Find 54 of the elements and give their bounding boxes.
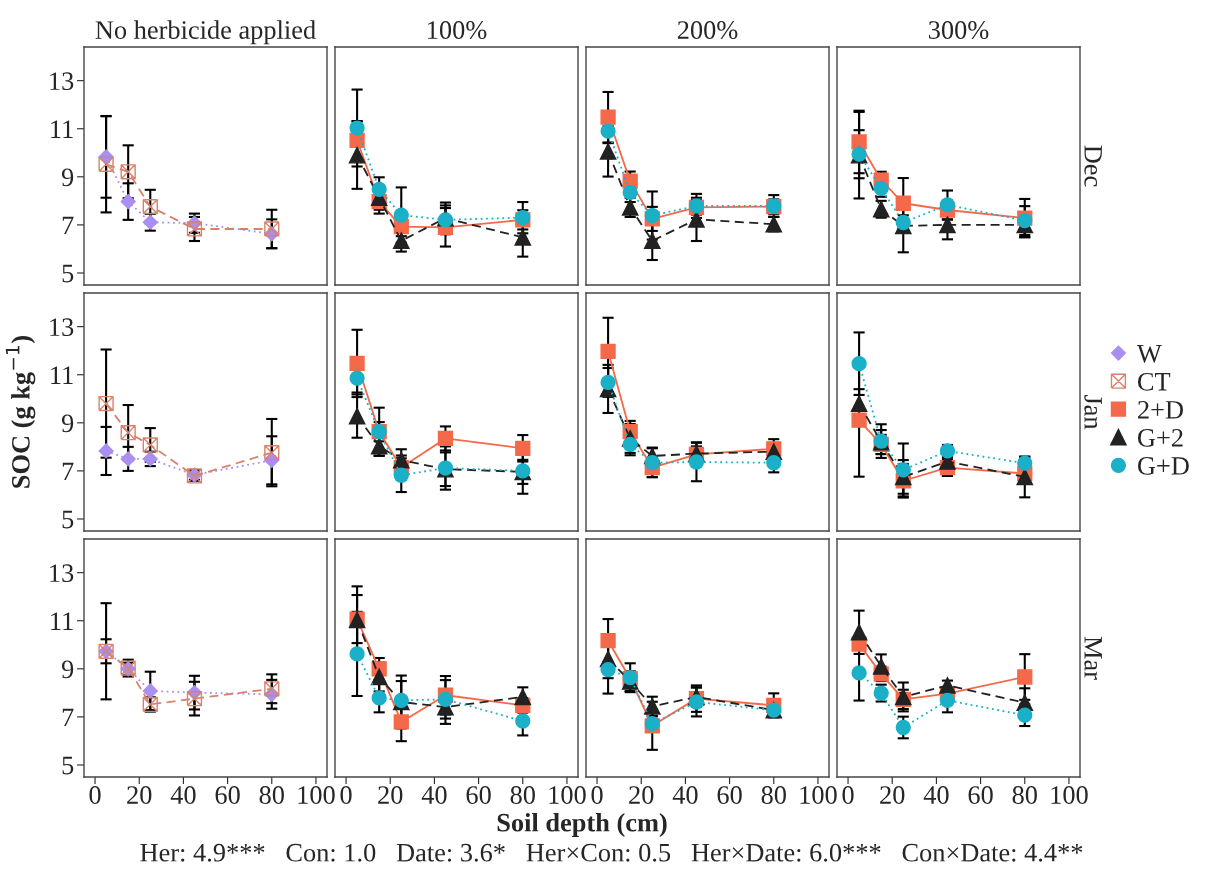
legend-label: G+2 bbox=[1137, 429, 1183, 447]
x-tick-label: 40 bbox=[170, 786, 196, 804]
x-tick-label: 40 bbox=[923, 786, 949, 804]
text: Her: 4.9*** Con: 1.0 Date: 3.6* Her×Con: 0.5 Her×Date: 6.0*** Con×Date: 4.4** bbox=[140, 843, 1083, 862]
y-tick-label: 7 bbox=[62, 708, 74, 727]
x-tick-label: 60 bbox=[968, 786, 993, 804]
y-tick-label: 13 bbox=[50, 72, 74, 91]
x-tick-label: 20 bbox=[378, 786, 403, 804]
y-tick-label: 11 bbox=[51, 612, 73, 630]
legend-label: CT bbox=[1137, 372, 1171, 391]
x-tick-label: 40 bbox=[421, 786, 447, 804]
y-tick-label: 9 bbox=[61, 414, 74, 433]
legend-label: W bbox=[1136, 345, 1162, 363]
y-tick-label: 7 bbox=[62, 216, 74, 235]
x-tick-label: 80 bbox=[259, 786, 284, 804]
x-tick-label: 0 bbox=[591, 786, 603, 804]
y-tick-label: 11 bbox=[51, 366, 73, 384]
chart-title: 100% bbox=[428, 21, 487, 40]
y-tick-label: 9 bbox=[61, 660, 74, 679]
x-tick-label: 80 bbox=[510, 786, 535, 804]
y2-axis-title: Dec bbox=[1084, 145, 1102, 187]
y-tick-label: 9 bbox=[61, 168, 74, 187]
y2-axis-title: Jan bbox=[1084, 394, 1102, 430]
x-tick-label: 20 bbox=[127, 786, 152, 804]
x-axis-title: Soil depth (cm) bbox=[497, 813, 667, 837]
x-tick-label: 60 bbox=[215, 786, 240, 804]
y-axis-title: SOC (g kg$^{−1}$) bbox=[5, 336, 36, 488]
x-tick-label: 100 bbox=[549, 786, 586, 804]
y2-axis-title: Mar bbox=[1084, 636, 1102, 680]
x-tick-label: 80 bbox=[1012, 786, 1037, 804]
y-tick-label: 13 bbox=[50, 564, 74, 583]
x-tick-label: 60 bbox=[717, 786, 742, 804]
x-tick-label: 40 bbox=[672, 786, 698, 804]
x-tick-label: 0 bbox=[340, 786, 352, 804]
chart-title: No herbicide applied bbox=[95, 20, 316, 45]
x-tick-label: 100 bbox=[1051, 786, 1088, 804]
y-tick-label: 5 bbox=[62, 756, 74, 775]
chart-title: 200% bbox=[677, 21, 738, 40]
x-tick-label: 100 bbox=[298, 786, 335, 804]
x-tick-label: 20 bbox=[629, 786, 654, 804]
chart-title: 300% bbox=[928, 21, 989, 40]
x-tick-label: 100 bbox=[800, 786, 837, 804]
y-tick-label: 13 bbox=[50, 318, 74, 337]
y-tick-label: 11 bbox=[51, 120, 73, 138]
legend-label: 2+D bbox=[1138, 400, 1183, 419]
y-tick-label: 7 bbox=[62, 462, 74, 481]
x-tick-label: 20 bbox=[880, 786, 905, 804]
x-tick-label: 60 bbox=[466, 786, 491, 804]
x-tick-label: 0 bbox=[89, 786, 101, 804]
y-tick-label: 5 bbox=[62, 510, 74, 529]
legend-label: G+D bbox=[1137, 457, 1189, 475]
x-tick-label: 80 bbox=[761, 786, 786, 804]
y-tick-label: 5 bbox=[62, 264, 74, 283]
x-tick-label: 0 bbox=[842, 786, 854, 804]
